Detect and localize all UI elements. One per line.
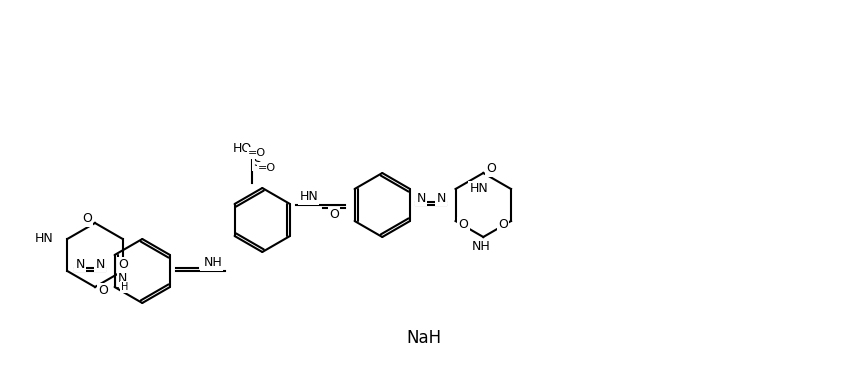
Text: HN: HN <box>470 182 488 195</box>
Text: N: N <box>118 273 127 285</box>
Text: N: N <box>416 192 426 205</box>
Text: N: N <box>437 192 446 205</box>
Text: =O: =O <box>259 163 276 173</box>
Text: HO: HO <box>232 141 252 154</box>
Text: O: O <box>82 212 92 225</box>
Text: NH: NH <box>472 240 491 253</box>
Text: O: O <box>201 257 211 270</box>
Text: N: N <box>96 258 105 270</box>
Text: O: O <box>459 218 468 232</box>
Text: NaH: NaH <box>406 329 442 347</box>
Text: HN: HN <box>35 232 53 245</box>
Text: O: O <box>498 218 508 232</box>
Text: O: O <box>98 285 108 298</box>
Text: O: O <box>329 209 339 222</box>
Text: S: S <box>254 157 261 169</box>
Text: H: H <box>121 282 128 292</box>
Text: =O: =O <box>248 148 266 158</box>
Text: O: O <box>487 162 496 175</box>
Text: HN: HN <box>299 190 318 204</box>
Text: NH: NH <box>204 257 222 270</box>
Text: O: O <box>118 258 128 271</box>
Text: N: N <box>75 258 85 270</box>
